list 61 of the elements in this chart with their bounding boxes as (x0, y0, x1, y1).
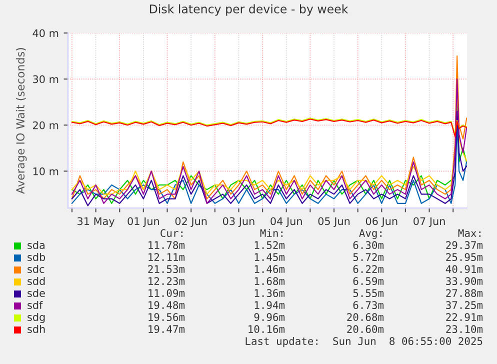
x-tick-label: 01 Jun (128, 217, 159, 228)
text: 11.78m (148, 241, 185, 250)
legend-label: sdd (28, 276, 45, 286)
text: 27.88m (446, 289, 483, 298)
text: 12.11m (148, 253, 185, 261)
text: Avg: (359, 229, 382, 240)
text: 9.96m (254, 313, 285, 322)
y-tick-label: 30 m (33, 75, 58, 84)
text: Cur: (160, 229, 182, 238)
text: 20.60m (347, 325, 384, 334)
text: Min: (260, 228, 282, 237)
x-tick-label: 07 Jun (414, 217, 445, 228)
text: 29.37m (446, 241, 483, 250)
text: 6.73m (353, 301, 384, 310)
text: 12.23m (148, 277, 185, 286)
line-series (71, 55, 467, 200)
text: 21.53m (148, 265, 185, 274)
legend-label: sde (28, 288, 45, 298)
text: 1.45m (254, 253, 285, 262)
text: 1.36m (254, 289, 285, 298)
text: 1.46m (254, 265, 285, 274)
text: 5.55m (353, 289, 384, 298)
x-tick-label: 04 Jun (270, 217, 302, 228)
text: Last update: Sun Jun 8 06:55:00 2025 (246, 336, 482, 348)
x-tick-label: 02 Jun (175, 217, 207, 228)
legend-label: sdf (28, 300, 43, 310)
text: 19.47m (148, 325, 185, 334)
text: 40.91m (446, 265, 483, 274)
text: 1.94m (254, 301, 285, 310)
text: 1.52m (254, 241, 285, 250)
chart-title: Disk latency per device - by week (150, 4, 348, 16)
y-tick-label: 10 m (33, 167, 58, 176)
text: 22.91m (446, 313, 483, 322)
text: 19.56m (148, 313, 185, 322)
line-series (71, 124, 467, 204)
legend-label: sdh (28, 324, 45, 334)
text: 5.72m (353, 253, 384, 262)
x-tick-label: 03 Jun (222, 217, 254, 228)
text: 33.90m (446, 277, 483, 286)
text: 25.95m (446, 253, 483, 262)
text: 37.25m (446, 301, 483, 310)
legend-label: sdb (28, 252, 46, 262)
text: 10.16m (248, 325, 285, 334)
text: 20.68m (347, 313, 384, 322)
legend-label: sdg (28, 312, 45, 324)
text: 6.30m (353, 241, 384, 250)
legend-label: sda (28, 240, 44, 250)
text: 6.22m (353, 265, 384, 274)
x-tick-label: 06 Jun (366, 217, 398, 228)
y-tick-label: 20 m (33, 121, 58, 130)
text: 19.48m (148, 301, 185, 310)
y-tick-label: 40 m (32, 29, 58, 38)
legend-label: sdc (28, 264, 44, 274)
text: 23.10m (446, 325, 483, 334)
y-axis-title: Average IO Wait (seconds) (16, 48, 27, 194)
text: 1.68m (254, 277, 285, 286)
text: 11.09m (148, 289, 185, 298)
x-tick-label: 05 Jun (318, 217, 350, 228)
text: 6.59m (353, 277, 384, 286)
x-tick-label: 31 May (78, 217, 115, 228)
text: Max: (458, 229, 480, 238)
